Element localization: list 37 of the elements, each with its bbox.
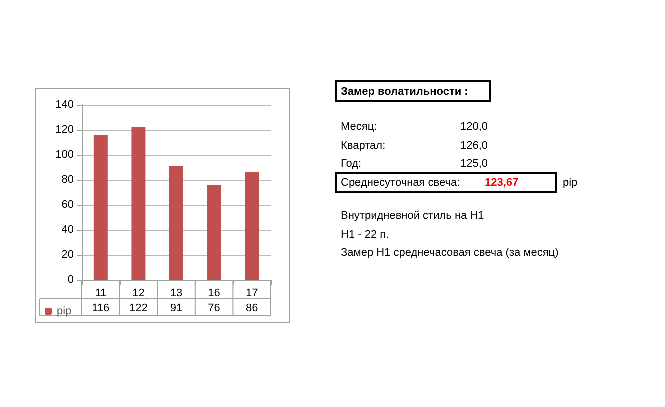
text: Месяц: xyxy=(341,120,378,134)
bar xyxy=(207,185,222,280)
y-tick-label: 20 xyxy=(62,249,74,261)
text: 120,0 xyxy=(460,120,488,134)
legend-label: pip xyxy=(57,306,72,318)
x-tick-label: 12 xyxy=(132,288,145,300)
bar xyxy=(170,166,184,280)
bar xyxy=(94,135,108,280)
text: Замер H1 среднечасовая свеча (за месяц) xyxy=(341,246,559,260)
text: 125,0 xyxy=(460,157,488,171)
y-tick-label: 60 xyxy=(62,199,74,211)
y-tick-label: 100 xyxy=(56,149,74,161)
text: 123,67 xyxy=(485,176,519,190)
text: Год: xyxy=(341,157,362,171)
data-label: 91 xyxy=(170,302,183,314)
text: pip xyxy=(563,176,578,190)
y-tick-label: 40 xyxy=(62,224,74,236)
y-tick-label: 80 xyxy=(62,174,74,186)
bar xyxy=(132,128,146,280)
bar xyxy=(245,172,260,280)
text: Замер волатильности : xyxy=(341,85,468,99)
y-tick-label: 140 xyxy=(56,99,74,111)
text: H1 - 22 п. xyxy=(341,228,390,242)
text: Среднесуточная свеча: xyxy=(341,176,460,190)
x-tick-label: 16 xyxy=(208,288,220,300)
text: 126,0 xyxy=(460,139,488,153)
data-label: 76 xyxy=(208,302,220,314)
x-tick-label: 13 xyxy=(170,288,183,300)
data-label: 86 xyxy=(246,302,258,314)
x-tick-label: 17 xyxy=(246,288,258,300)
text: Внутридневной стиль на H1 xyxy=(341,209,484,223)
x-tick-label: 11 xyxy=(95,288,107,300)
y-tick-label: 0 xyxy=(68,274,74,286)
data-label: 122 xyxy=(130,302,148,314)
text: Квартал: xyxy=(341,139,386,153)
y-tick-label: 120 xyxy=(56,124,74,136)
data-label: 116 xyxy=(92,302,110,314)
